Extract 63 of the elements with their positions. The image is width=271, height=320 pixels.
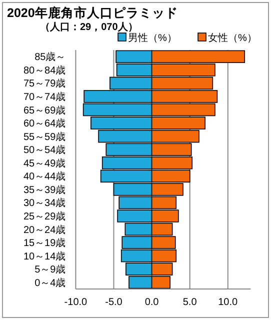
bar [116, 64, 152, 76]
bar [90, 116, 152, 130]
x-tick-label: -10.0 [64, 297, 88, 308]
y-tick-label: 75～79歳 [23, 78, 66, 90]
x-tick-label: 0.0 [144, 297, 160, 308]
y-tick-label: 5～9歳 [34, 264, 66, 276]
y-tick-label: 50～54歳 [23, 144, 66, 156]
bar [124, 222, 152, 236]
bar [151, 170, 190, 183]
y-tick-label: 60～64歳 [23, 118, 66, 130]
bar [116, 50, 152, 64]
y-tick-label: 20～24歳 [23, 224, 66, 236]
bar [151, 222, 173, 236]
y-tick-label: 10～14歳 [23, 250, 66, 262]
bar [151, 76, 214, 90]
bar [151, 262, 173, 276]
bar [102, 156, 152, 170]
bar [113, 183, 152, 196]
bar [151, 210, 179, 222]
bar [151, 236, 176, 249]
x-tick-label: 5.0 [182, 297, 198, 308]
y-tick-label: 80～84歳 [23, 64, 66, 76]
bar [128, 276, 152, 289]
bar [106, 143, 152, 156]
bar [151, 276, 170, 289]
bar [151, 90, 218, 103]
bar [84, 90, 152, 103]
y-tick-label: 40～44歳 [23, 170, 66, 183]
legend-label: 女性（%） [208, 32, 257, 44]
y-tick-label: 70～74歳 [23, 90, 66, 103]
bar [82, 103, 152, 116]
bar [100, 170, 152, 183]
bar [117, 210, 152, 222]
y-tick-label: 35～39歳 [23, 184, 66, 196]
x-tick-label: -5.0 [105, 297, 123, 308]
y-tick-label: 55～59歳 [23, 130, 66, 143]
y-tick-label: 15～19歳 [23, 237, 66, 250]
chart-title: 2020年鹿角市人口ピラミッド [7, 5, 178, 20]
x-tick-label: 10.0 [218, 297, 238, 308]
bar [151, 50, 246, 64]
y-tick-label: 30～34歳 [23, 197, 66, 210]
bar [120, 249, 152, 262]
bar [151, 156, 193, 170]
chart-subtitle: （人口：29，070人） [40, 21, 138, 33]
bar [98, 130, 152, 143]
bar [151, 64, 216, 76]
bar [151, 103, 216, 116]
bar [151, 143, 192, 156]
y-tick-label: 45～49歳 [23, 157, 66, 170]
bar [151, 183, 184, 196]
bar [151, 249, 177, 262]
bar [151, 196, 177, 210]
y-tick-label: 25～29歳 [23, 210, 66, 222]
bar [151, 116, 206, 130]
y-tick-label: 0～4歳 [34, 276, 66, 289]
y-tick-label: 85歳～ [34, 51, 66, 64]
bar [126, 262, 152, 276]
bar [110, 76, 152, 90]
bar [122, 236, 152, 249]
legend-label: 男性（%） [128, 32, 177, 44]
bar [151, 130, 200, 143]
y-tick-label: 65～69歳 [23, 104, 66, 116]
bar [118, 196, 152, 210]
